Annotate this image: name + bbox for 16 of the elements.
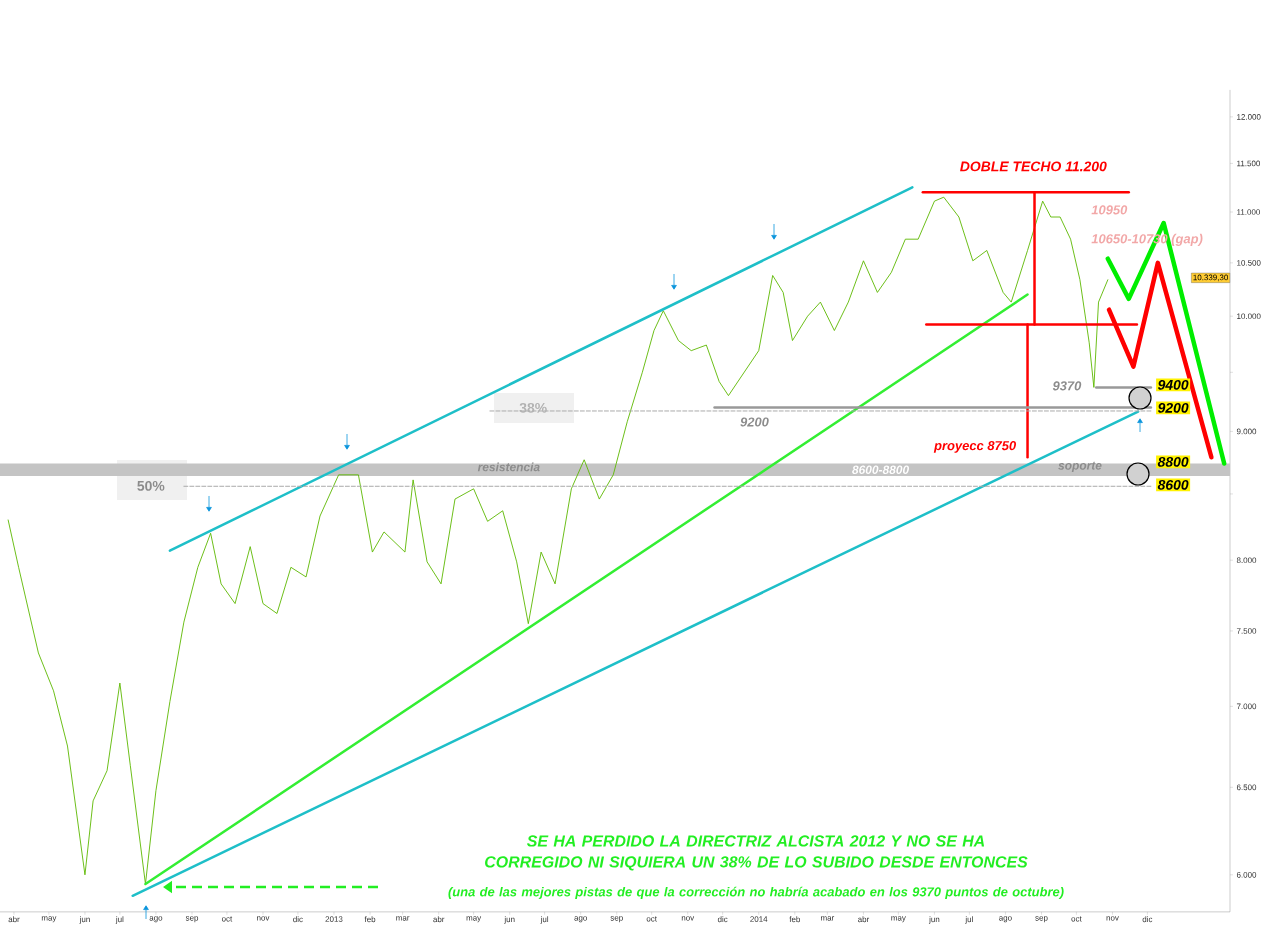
annotation: 50% xyxy=(137,480,165,491)
annotation: resistencia xyxy=(477,462,540,472)
annotation: 9370 xyxy=(1052,381,1082,391)
annotation: 9200 xyxy=(1157,402,1189,413)
annotation: 10950 xyxy=(1091,205,1128,215)
annotation: 38% xyxy=(519,402,547,413)
annotation: 8800 xyxy=(1157,456,1189,467)
annotation: 9400 xyxy=(1157,379,1189,390)
annotation: 9200 xyxy=(740,417,769,427)
annotation: SE HA PERDIDO LA DIRECTRIZ ALCISTA 2012 Y NO SE HA CORREGIDO NI SIQUIERA UN 38% DE LO SUBIDO DESDE ENTONCES xyxy=(485,835,1028,871)
band-label: 8600-8800 xyxy=(852,465,909,475)
annotation: proyecc 8750 xyxy=(933,441,1017,453)
annotation: DOBLE TECHO 11.200 xyxy=(960,161,1107,172)
annotation: soporte xyxy=(1058,461,1102,473)
annotation: (una de las mejores pistas de que la corrección no habría acabado en los 9370 puntos de octubre) xyxy=(448,886,1064,899)
annotation: 8600 xyxy=(1157,479,1189,490)
